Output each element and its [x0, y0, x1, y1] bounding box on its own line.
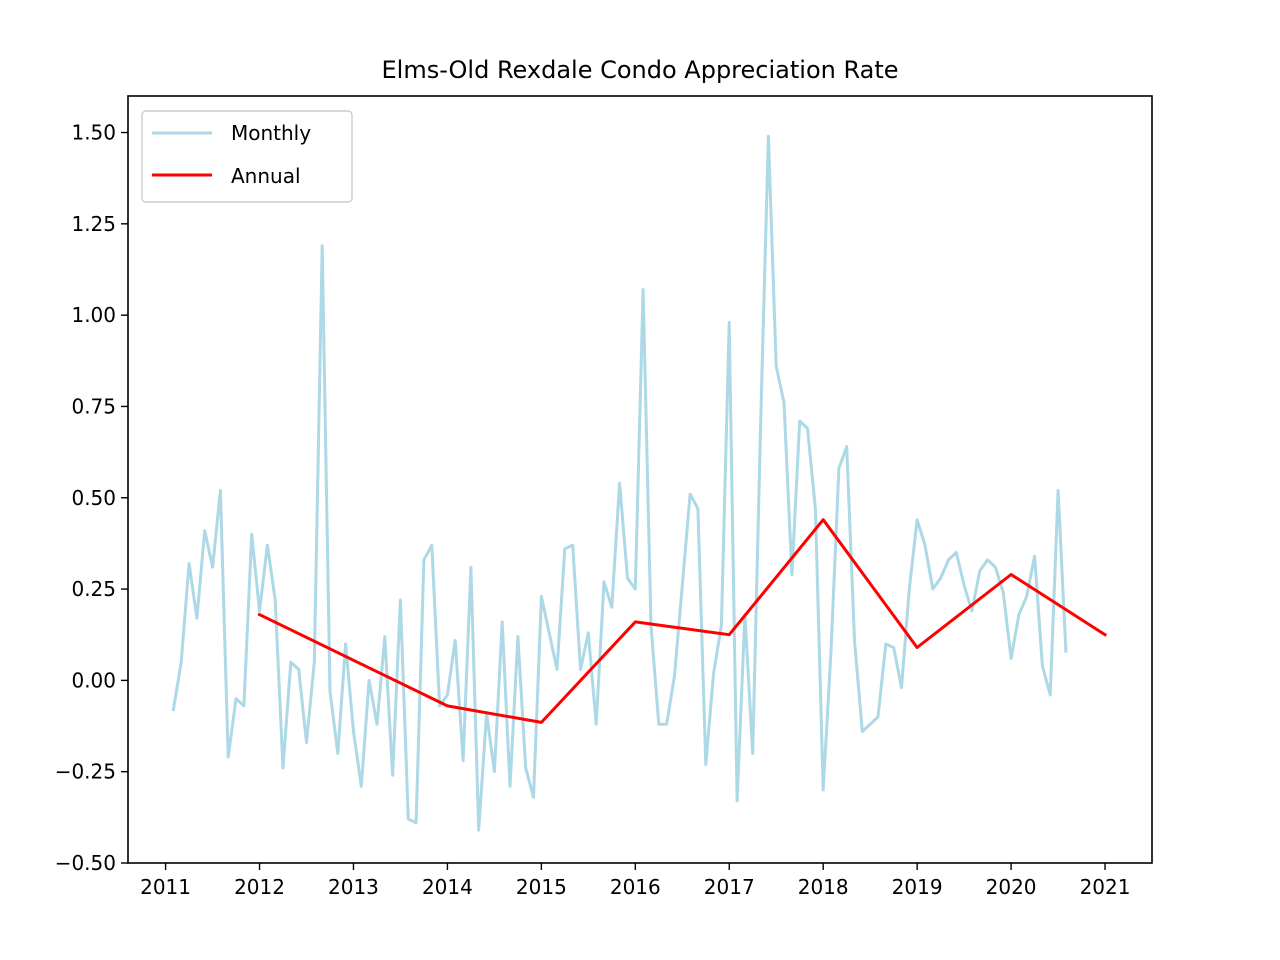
x-tick-label: 2017: [704, 875, 755, 899]
x-tick-label: 2012: [234, 875, 285, 899]
x-tick-label: 2016: [610, 875, 661, 899]
plot-background: [128, 96, 1152, 863]
y-tick-label: 0.75: [71, 394, 116, 418]
y-axis: −0.50 −0.25 0.00 0.25 0.50 0.75 1.00 1.25 1.50: [55, 121, 128, 875]
plot-frame: [127, 95, 1153, 864]
y-tick-label: 0.50: [71, 486, 116, 510]
x-tick-label: 2021: [1080, 875, 1131, 899]
x-tick-label: 2011: [140, 875, 191, 899]
x-tick-label: 2014: [422, 875, 473, 899]
x-tick-label: 2013: [328, 875, 379, 899]
y-tick-label: 0.00: [71, 668, 116, 692]
y-tick-label: 0.25: [71, 577, 116, 601]
series-layer: [171, 134, 1108, 832]
x-tick-label: 2018: [798, 875, 849, 899]
legend: Monthly Annual: [141, 110, 353, 203]
y-tick-label: −0.25: [55, 760, 116, 784]
y-tick-label: −0.50: [55, 851, 116, 875]
y-tick-label: 1.25: [71, 212, 116, 236]
x-axis: 2011 2012 2013 2014 2015 2016 2017 2018 2019 2020…: [140, 863, 1130, 899]
legend-label-monthly: Monthly: [231, 121, 311, 145]
series-line-annual: [257, 518, 1108, 724]
y-tick-label: 1.50: [71, 121, 116, 145]
chart-title: Elms-Old Rexdale Condo Appreciation Rate: [381, 56, 898, 84]
y-tick-label: 1.00: [71, 303, 116, 327]
x-tick-label: 2020: [986, 875, 1037, 899]
legend-label-annual: Annual: [231, 164, 301, 188]
x-tick-label: 2015: [516, 875, 567, 899]
x-tick-label: 2019: [892, 875, 943, 899]
series-line-monthly: [171, 134, 1068, 832]
